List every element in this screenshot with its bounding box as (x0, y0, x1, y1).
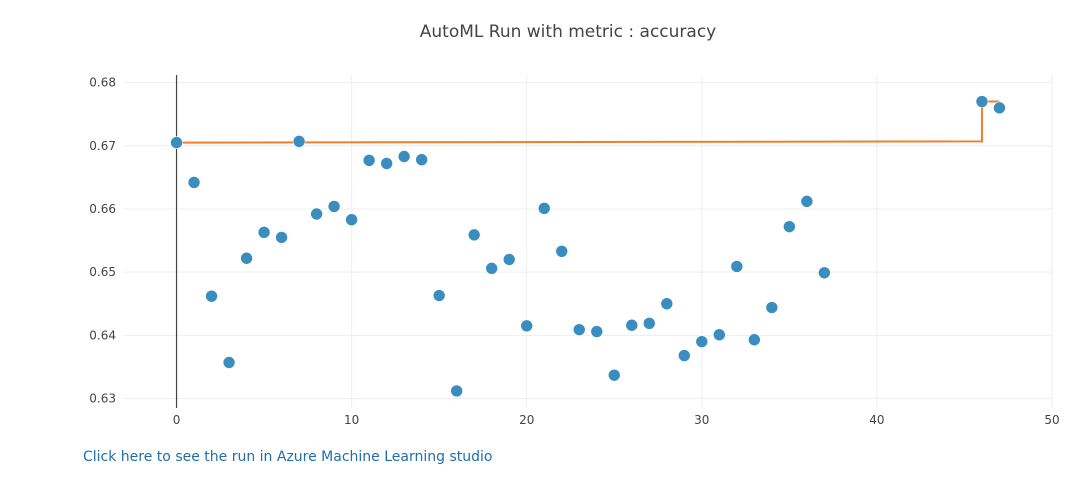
y-axis-ticks: 0.63 0.64 0.65 0.66 0.67 0.68 (89, 76, 116, 406)
run-point[interactable] (748, 333, 761, 347)
run-point[interactable] (397, 150, 411, 163)
run-point[interactable] (520, 319, 534, 333)
run-point[interactable] (818, 266, 831, 280)
x-tick-label: 0 (173, 413, 181, 427)
run-point[interactable] (713, 328, 726, 342)
run-point[interactable] (292, 135, 306, 148)
y-tick-label: 0.67 (89, 139, 116, 153)
run-point[interactable] (170, 136, 183, 149)
run-point[interactable] (275, 231, 288, 244)
run-point[interactable] (450, 384, 463, 398)
run-point[interactable] (765, 301, 779, 314)
run-point[interactable] (257, 226, 271, 239)
run-points (170, 95, 1006, 398)
run-point[interactable] (327, 200, 341, 213)
run-point[interactable] (310, 207, 323, 221)
run-point[interactable] (222, 356, 236, 369)
run-point[interactable] (502, 253, 516, 266)
run-point[interactable] (362, 154, 376, 167)
run-point[interactable] (485, 262, 499, 275)
y-tick-label: 0.65 (89, 265, 116, 279)
run-point[interactable] (660, 297, 674, 311)
run-point[interactable] (642, 317, 656, 330)
run-point[interactable] (380, 157, 393, 170)
run-point[interactable] (572, 323, 586, 336)
y-tick-label: 0.64 (89, 328, 116, 342)
y-tick-label: 0.66 (89, 202, 116, 216)
gridlines (124, 75, 1053, 408)
x-tick-label: 50 (1044, 413, 1059, 427)
run-point[interactable] (783, 220, 796, 233)
x-tick-label: 30 (694, 413, 709, 427)
run-point[interactable] (975, 95, 989, 108)
run-point[interactable] (187, 176, 201, 189)
x-tick-label: 10 (344, 413, 359, 427)
run-point[interactable] (730, 260, 744, 273)
x-tick-label: 40 (869, 413, 884, 427)
run-point[interactable] (695, 335, 709, 348)
y-tick-label: 0.68 (89, 76, 116, 90)
accuracy-chart: AutoML Run with metric : accuracy 0.630.… (89, 22, 1060, 427)
run-point[interactable] (345, 213, 358, 226)
run-point[interactable] (415, 153, 428, 166)
run-point[interactable] (607, 368, 621, 382)
run-point[interactable] (467, 228, 481, 242)
run-point[interactable] (800, 195, 814, 208)
x-tick-label: 20 (519, 413, 534, 427)
run-point[interactable] (432, 289, 446, 302)
chart-title: AutoML Run with metric : accuracy (420, 22, 716, 42)
run-point[interactable] (625, 318, 639, 332)
run-point[interactable] (993, 101, 1006, 115)
run-point[interactable] (537, 202, 551, 215)
run-point[interactable] (555, 244, 569, 258)
best-run-step-line (176, 100, 1000, 144)
run-point[interactable] (677, 349, 691, 362)
x-axis-ticks: 0 10 20 30 40 50 (173, 413, 1060, 427)
run-point[interactable] (240, 251, 253, 265)
run-point[interactable] (205, 289, 218, 303)
y-tick-label: 0.63 (89, 392, 116, 406)
azure-studio-link[interactable]: Click here to see the run in Azure Machi… (83, 449, 493, 465)
run-point[interactable] (590, 325, 604, 338)
